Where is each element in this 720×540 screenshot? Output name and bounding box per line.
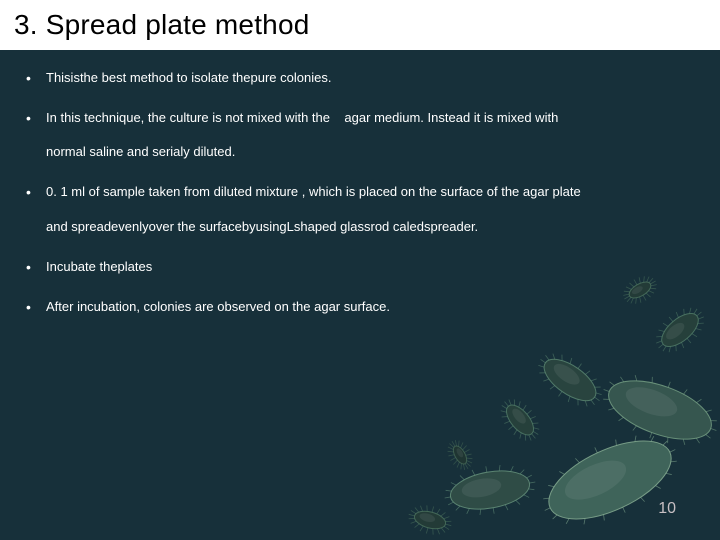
title-bar: 3. Spread plate method: [0, 0, 720, 50]
bullet-item: After incubation, colonies are observed …: [20, 297, 702, 317]
bullet-item: Incubate theplates: [20, 257, 702, 277]
bullet-item: Thisisthe best method to isolate thepure…: [20, 68, 702, 88]
slide-title: 3. Spread plate method: [14, 9, 310, 41]
bullet-text: 0. 1 ml of sample taken from diluted mix…: [46, 184, 581, 199]
bullet-text: In this technique, the culture is not mi…: [46, 110, 558, 125]
bullet-continuation: and spreadevenlyover the surfacebyusingL…: [46, 217, 702, 237]
page-number: 10: [658, 500, 676, 518]
bullet-text: Thisisthe best method to isolate thepure…: [46, 70, 331, 85]
bullet-continuation: normal saline and serialy diluted.: [46, 142, 702, 162]
bullet-list: Thisisthe best method to isolate thepure…: [20, 68, 702, 317]
content-area: Thisisthe best method to isolate thepure…: [0, 58, 720, 337]
bullet-item: In this technique, the culture is not mi…: [20, 108, 702, 162]
bullet-text: Incubate theplates: [46, 259, 152, 274]
bullet-text: After incubation, colonies are observed …: [46, 299, 390, 314]
slide: 3. Spread plate method Thisisthe best me…: [0, 0, 720, 540]
bullet-item: 0. 1 ml of sample taken from diluted mix…: [20, 182, 702, 236]
